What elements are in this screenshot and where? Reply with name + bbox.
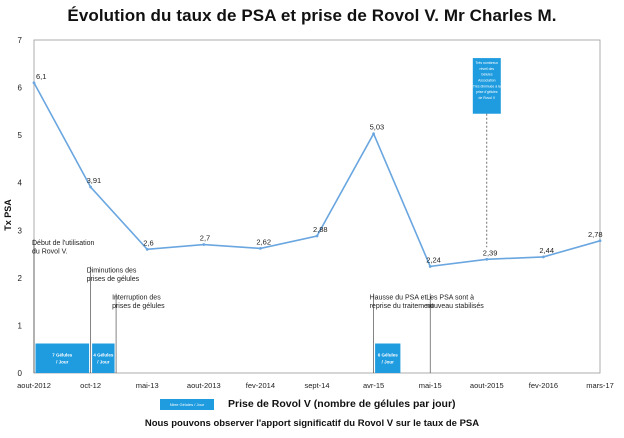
series-line [33,82,601,268]
legend-swatch: Nbre Gélules / Jour [160,398,214,410]
upper-box [472,58,501,114]
x-tick-label: aout-2012 [17,381,51,390]
annotation-text: Hausse du PSA et [370,295,427,302]
x-tick-label: avr-15 [363,381,384,390]
dose-box-label: 6 Gélules [378,353,399,358]
y-tick-label: 6 [18,84,23,93]
data-point [315,234,319,238]
dose-box-label: / Jour [56,360,69,365]
y-tick-label: 3 [18,226,23,235]
data-point [259,246,262,250]
upper-box-label: Très diminuée à la [473,84,501,88]
data-label: 2,24 [426,255,441,264]
data-point [598,239,602,243]
plot-frame [33,39,601,374]
data-label: 2,39 [483,248,498,257]
data-label: 2,7 [200,234,210,243]
x-tick-label: sept-14 [304,381,329,390]
upper-box-label: de Rovol V [479,96,496,100]
data-label: 2,88 [313,225,328,234]
upper-box-label: réveil des [480,67,495,71]
dose-box-label: / Jour [382,360,395,365]
x-tick-label: mai-15 [419,381,442,390]
chart-subtitle: Nous pouvons observer l'apport significa… [144,418,480,429]
annotation-text: prises de gélules [112,303,165,310]
y-tick-label: 5 [18,131,23,140]
data-label: 6,1 [36,72,46,81]
upper-box-label: prise d'gélules [476,90,498,94]
data-point [145,247,149,251]
dose-box [375,343,401,373]
data-label: 2,62 [256,237,271,246]
x-tick-label: aout-2013 [187,381,221,390]
annotation-text: Interruption des [112,295,161,302]
annotation-text: du Rovol V. [32,248,68,255]
dose-box [35,343,90,373]
x-tick-label: fev-2014 [246,381,275,390]
y-tick-label: 7 [18,36,23,45]
dose-box-label: / Jour [97,360,110,365]
x-tick-label: fev-2016 [529,381,558,390]
x-tick-label: mai-13 [136,381,159,390]
y-tick-label: 0 [18,369,23,378]
data-point [32,81,36,85]
y-tick-label: 1 [18,321,23,330]
data-point [202,243,206,246]
annotation-text: nouveau stabilisés [426,303,484,310]
data-label: 2,44 [539,246,554,255]
data-label: 2,6 [143,238,153,247]
upper-box-label: Association [478,78,495,82]
x-tick-label: oct-12 [80,381,101,390]
data-point [372,132,375,136]
dose-box [92,343,115,373]
dose-box-label: 4 Gélules [93,353,114,358]
x-tick-label: mars-17 [586,381,614,390]
annotation-text: Diminutions des [87,268,137,275]
legend-label: Prise de Rovol V (nombre de gélules par … [228,398,456,410]
data-point [428,265,432,268]
annotation-text: Les PSA sont à [426,295,474,302]
dose-box-label: 7 Gélules [52,353,73,358]
upper-box-label: Gélules [481,73,493,77]
chart-title: Évolution du taux de PSA et prise de Rov… [67,6,557,25]
upper-box-label: Très nombreux [475,61,498,65]
data-point [542,255,545,259]
y-tick-label: 2 [18,274,23,283]
annotation-text: Début de l'utilisation [32,240,95,247]
data-point [485,257,489,261]
legend: Nbre Gélules / Jour Prise de Rovol V (no… [160,398,456,410]
data-label: 5,03 [370,123,385,132]
annotation-text: reprise du traitement [370,303,434,310]
data-label: 2,78 [588,230,603,239]
y-tick-label: 4 [18,179,23,188]
data-label: 3,91 [87,176,102,185]
annotation-text: prises de gélules [87,276,140,283]
x-tick-label: aout-2015 [470,381,504,390]
data-point [89,185,92,189]
